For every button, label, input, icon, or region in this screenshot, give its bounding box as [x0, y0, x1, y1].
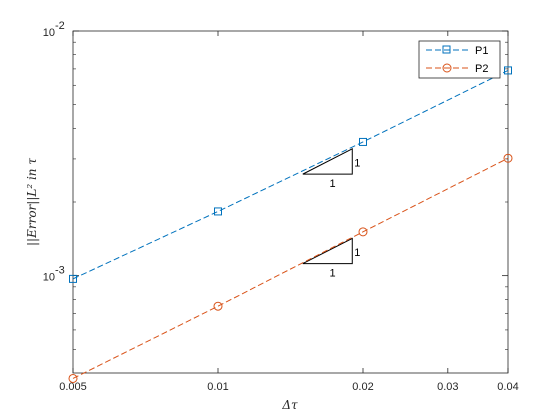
x-tick-label: 0.01 — [207, 381, 228, 393]
x-tick-label: 0.04 — [497, 381, 518, 393]
y-tick-label-exponent: -2 — [55, 20, 65, 32]
data-point — [68, 373, 78, 383]
legend-label-p1: P1 — [475, 45, 488, 57]
legend-label-p2: P2 — [475, 63, 488, 75]
x-tick-label: 0.005 — [59, 381, 87, 393]
slope-triangle — [302, 237, 353, 265]
data-point — [359, 137, 367, 146]
y-tick-label-exponent: -3 — [55, 265, 65, 277]
y-tick-label-base: 10 — [43, 27, 55, 39]
series-group — [68, 66, 513, 383]
slope-triangle — [302, 147, 353, 175]
x-tick-label: 0.03 — [437, 381, 458, 393]
x-tick-label: 0.02 — [352, 381, 373, 393]
x-axis-label: Δτ — [281, 398, 298, 412]
slope-run-label: 1 — [329, 178, 335, 190]
legend-marker-circle — [442, 63, 452, 73]
data-point — [213, 301, 223, 311]
y-axis-label: ||Error||L² in τ — [25, 158, 39, 246]
slope-rise-label: 1 — [354, 157, 360, 169]
legend-box — [418, 40, 501, 79]
plot-area — [72, 30, 509, 374]
legend-marker-square — [442, 45, 451, 54]
slope-triangles: 1 1 1 1 — [302, 147, 360, 280]
data-point — [214, 207, 222, 216]
data-point — [504, 66, 512, 75]
legend: P1 P2 — [418, 40, 501, 79]
y-tick-label-base: 10 — [43, 272, 55, 284]
data-point — [358, 227, 368, 237]
slope-run-label: 1 — [329, 268, 335, 280]
series-line-p2 — [72, 157, 509, 379]
slope-rise-label: 1 — [354, 247, 360, 259]
series-line-p1 — [72, 69, 509, 280]
data-point — [69, 274, 77, 283]
data-point — [503, 153, 513, 163]
